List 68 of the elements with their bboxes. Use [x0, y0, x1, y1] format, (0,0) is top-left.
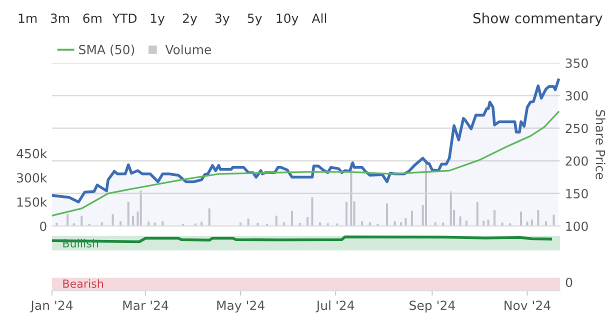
bar [410, 210, 413, 226]
y-tick-label: 100 [566, 222, 588, 232]
bar [368, 222, 371, 226]
band-label: Bearish [63, 279, 103, 288]
bar [552, 214, 555, 226]
x-tick-label: May '24 [217, 300, 264, 313]
x-tick-label: Jul '24 [316, 300, 354, 312]
bar [494, 210, 496, 226]
bar [482, 220, 485, 226]
text: 1m [18, 14, 37, 23]
bar [459, 216, 462, 226]
y2-tick-label: 450k [16, 148, 48, 158]
bar [530, 220, 533, 226]
bar [311, 197, 314, 226]
text: YTD [112, 14, 137, 23]
y2-tick-label: 300k [17, 172, 48, 183]
bar [247, 218, 250, 226]
bar [537, 210, 540, 226]
bar [66, 214, 69, 226]
y2-tick-label: 150k [17, 197, 48, 207]
text: 3m [50, 14, 69, 24]
text: 5y [248, 14, 262, 26]
x-tick-label: Nov '24 [504, 300, 550, 310]
text: All [312, 13, 326, 23]
x-tick-label: Sep '24 [410, 300, 455, 313]
bar [306, 217, 309, 226]
y-axis-title: Share Price [596, 110, 606, 180]
bar [319, 222, 322, 226]
line-series [52, 111, 560, 216]
legend-label: SMA (50) [79, 44, 134, 56]
bar [283, 222, 286, 226]
bar [127, 202, 130, 226]
x-tick-label: Jan '24 [30, 300, 73, 312]
bar [112, 214, 114, 226]
bar [526, 222, 528, 226]
y-tick-label: 200 [566, 156, 588, 166]
bar [450, 192, 452, 226]
bar [404, 218, 407, 226]
bar [386, 203, 388, 226]
text: 1y [150, 14, 165, 26]
y2-tick-label: 0 [40, 222, 46, 232]
text: 6m [83, 14, 102, 24]
bar [208, 208, 210, 226]
bar [100, 222, 103, 226]
y-tick-label: 150 [566, 188, 588, 198]
bar [465, 220, 468, 226]
text: Show commentary [473, 12, 602, 26]
bar [434, 222, 436, 226]
bar [132, 216, 134, 226]
bar [424, 162, 427, 226]
text: 10y [276, 14, 298, 26]
bar [275, 216, 278, 226]
x-tick-label: Mar '24 [123, 300, 168, 310]
text: 2y [182, 14, 198, 26]
y-tick-label: 350 [566, 58, 588, 68]
y-tick-label: 300 [566, 91, 588, 101]
bar [80, 216, 83, 226]
bar [476, 202, 478, 226]
bar [487, 220, 490, 226]
y-tick-label: 250 [566, 124, 588, 134]
bar [520, 212, 522, 226]
legend-label: Volume [165, 44, 211, 54]
bar [346, 202, 348, 226]
bar [140, 190, 142, 226]
bar [400, 222, 402, 226]
bar [290, 210, 293, 226]
text: 0 [566, 278, 572, 288]
text: 3y [215, 14, 230, 26]
